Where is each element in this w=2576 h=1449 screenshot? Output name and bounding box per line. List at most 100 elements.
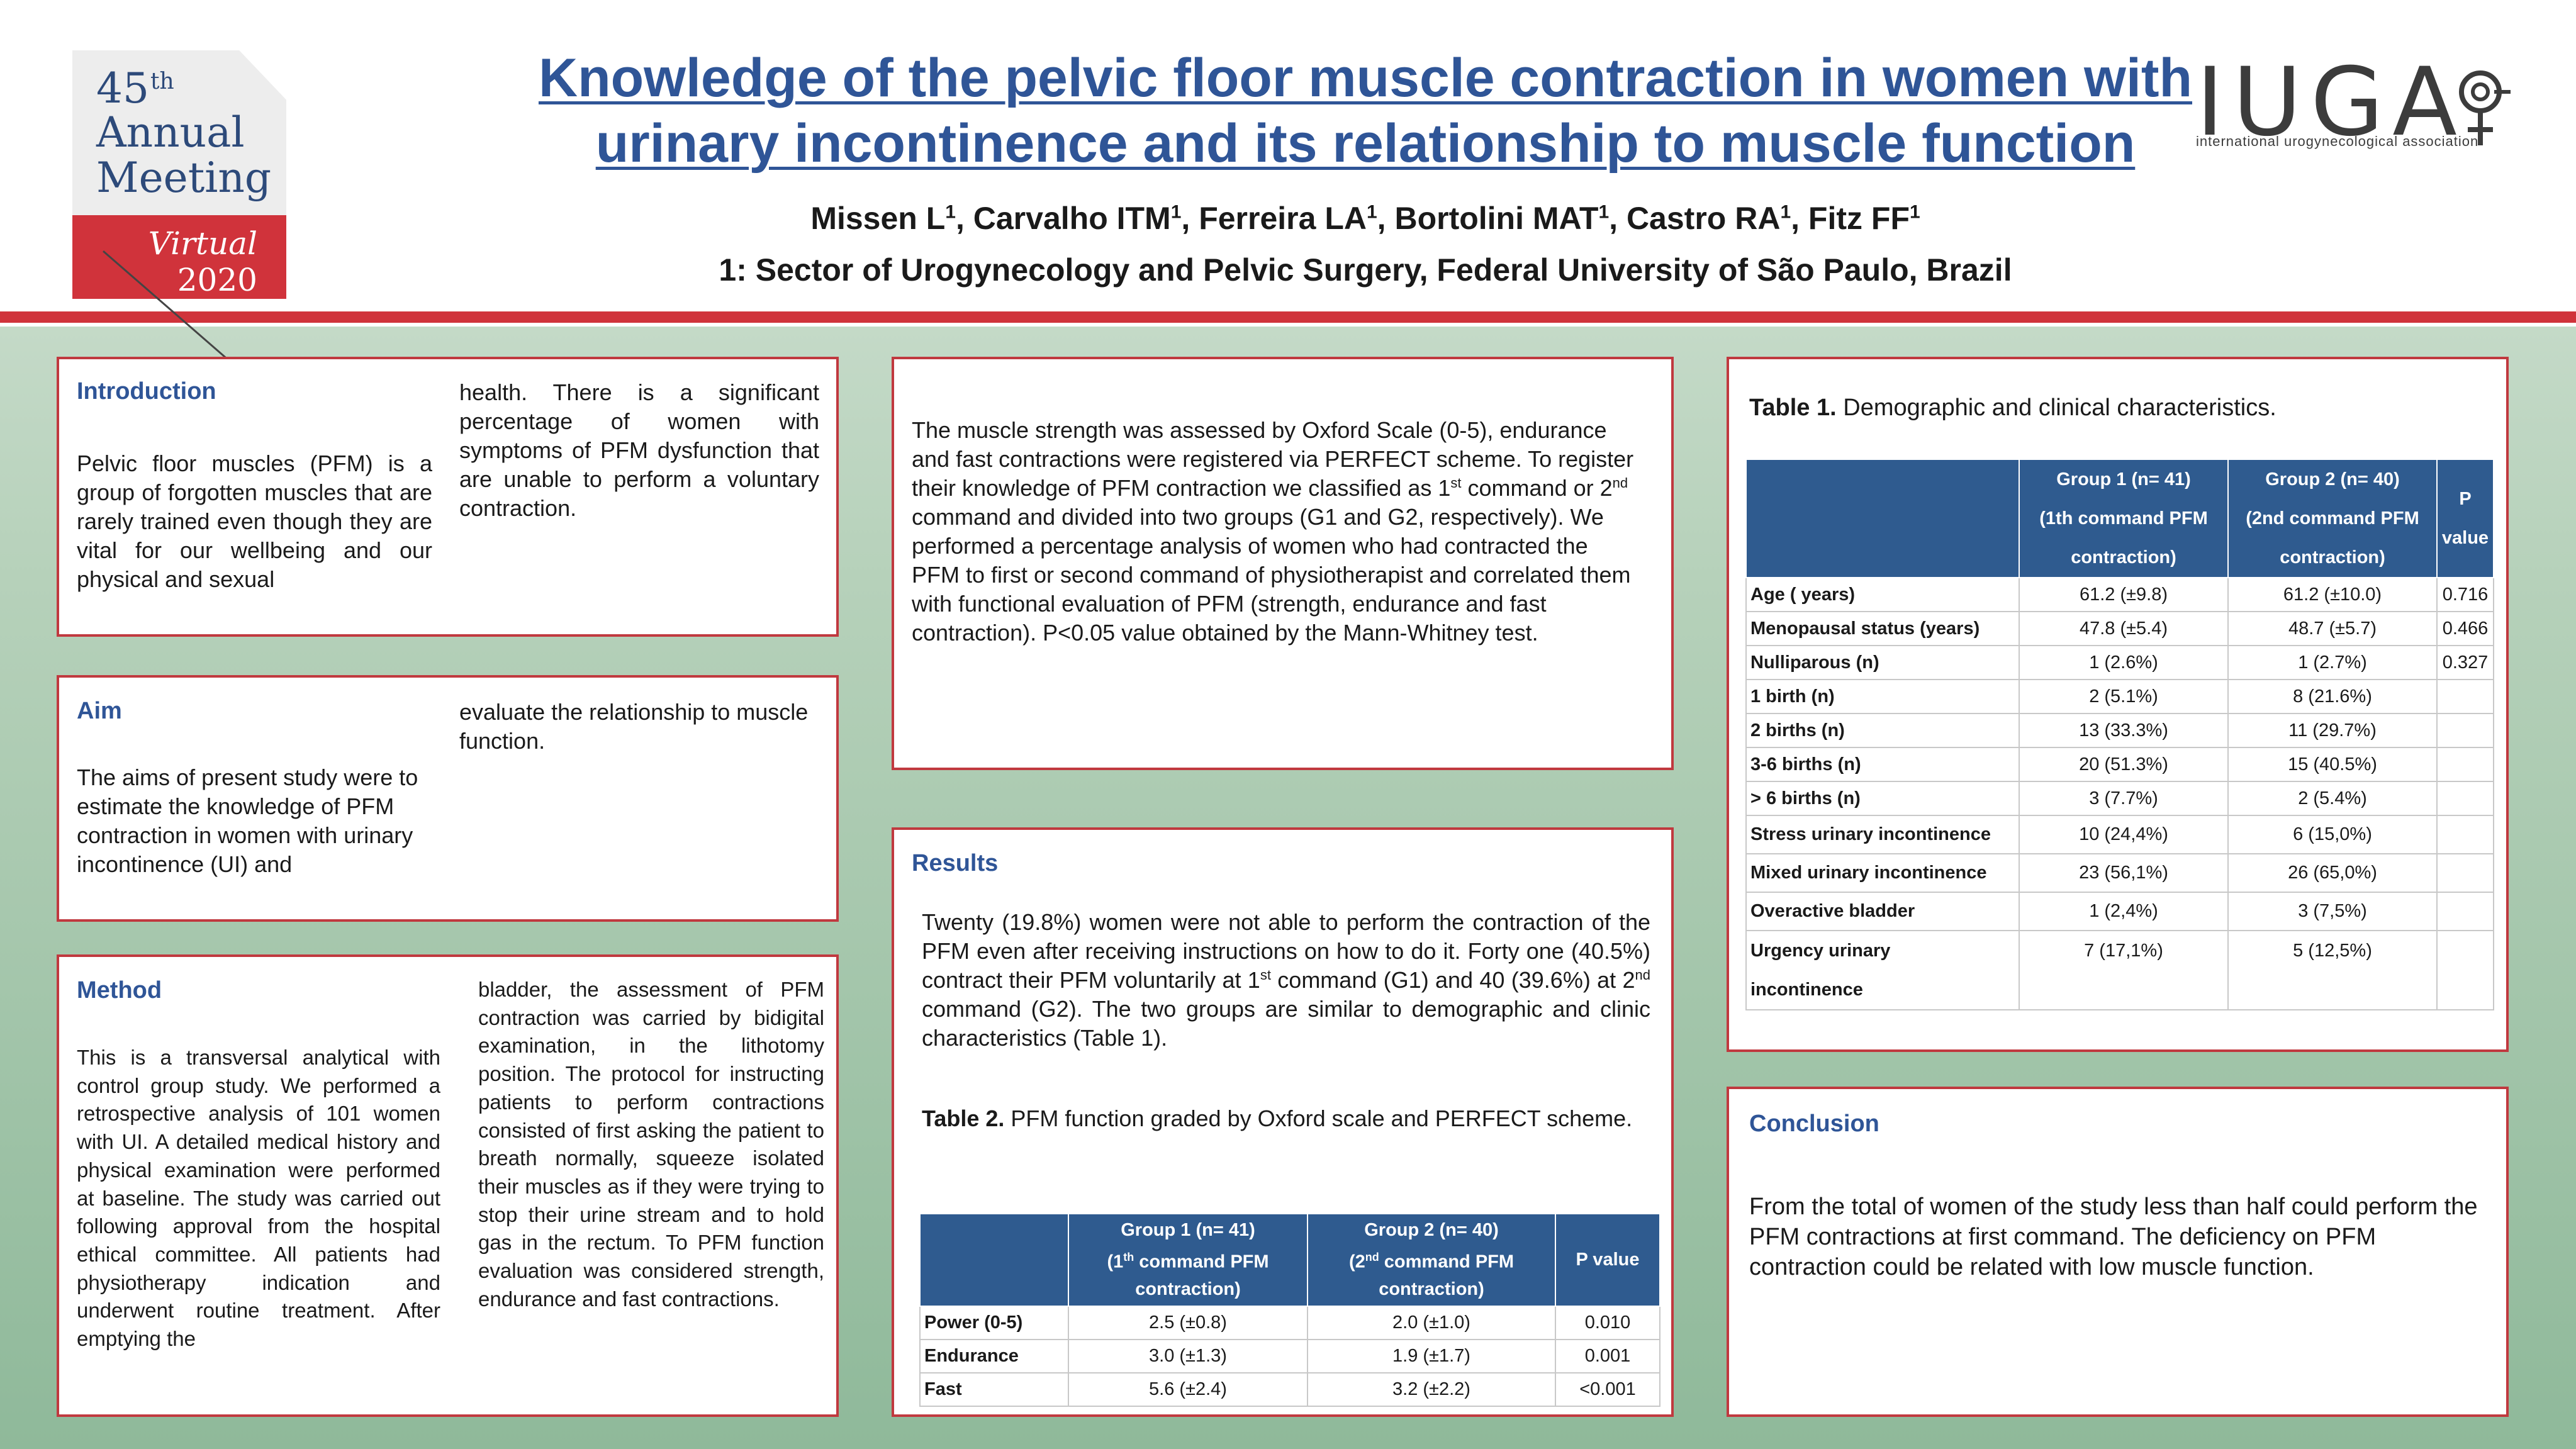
table1-header-empty	[1745, 459, 2020, 578]
method-text-right: bladder, the assessment of PFM contracti…	[478, 978, 824, 1311]
introduction-panel: Introduction Pelvic floor muscles (PFM) …	[57, 357, 839, 637]
table1-row: 2 births (n) 13 (33.3%) 11 (29.7%)	[1745, 713, 2494, 748]
results-panel: Results Twenty (19.8%) women were not ab…	[892, 827, 1674, 1417]
results-title: Results	[912, 850, 999, 876]
table2-cell-p: 0.010	[1555, 1305, 1660, 1340]
table1: Group 1 (n= 41) (1th command PFM contrac…	[1745, 459, 2494, 1010]
table1-cell-g1: 10 (24,4%)	[2019, 815, 2229, 854]
table1-cell-g2: 6 (15,0%)	[2227, 815, 2438, 854]
table2-row: Endurance 3.0 (±1.3) 1.9 (±1.7) 0.001	[919, 1338, 1660, 1373]
table2-cell-g2: 2.0 (±1.0)	[1307, 1305, 1556, 1340]
female-symbol-icon	[2459, 70, 2511, 145]
method-continued-text: The muscle strength was assessed by Oxfo…	[912, 417, 1634, 646]
poster-title: Knowledge of the pelvic floor muscle con…	[352, 45, 2378, 176]
table1-cell-label: 1 birth (n)	[1745, 679, 2020, 714]
title-line-1: Knowledge of the pelvic floor muscle con…	[538, 48, 2193, 108]
iuga-logo-subtitle: international urogynecological associati…	[2196, 133, 2479, 149]
table1-cell-p	[2436, 747, 2494, 782]
iuga-logo: IUGA international urogynecological asso…	[2196, 55, 2523, 162]
table1-cell-label: Overactive bladder	[1745, 892, 2020, 931]
author-list: Missen L1, Carvalho ITM1, Ferreira LA1, …	[810, 201, 1920, 236]
table1-cell-g2: 11 (29.7%)	[2227, 713, 2438, 748]
table2-cell-g1: 2.5 (±0.8)	[1068, 1305, 1308, 1340]
table1-panel: Table 1. Demographic and clinical charac…	[1727, 357, 2509, 1052]
author-affiliation-mark: 1	[1366, 201, 1377, 223]
table1-header-row: Group 1 (n= 41) (1th command PFM contrac…	[1745, 459, 2494, 578]
table1-header-group2: Group 2 (n= 40) (2nd command PFM contrac…	[2227, 459, 2438, 578]
table1-header-pvalue: P value	[2436, 459, 2494, 578]
conclusion-text: From the total of women of the study les…	[1749, 1194, 2478, 1280]
table1-cell-g1: 13 (33.3%)	[2019, 713, 2229, 748]
header-divider-gap	[0, 323, 2576, 327]
table1-cell-g2: 1 (2.7%)	[2227, 645, 2438, 680]
aim-text-left: The aims of present study were to estima…	[77, 764, 418, 877]
table1-cell-p: 0.466	[2436, 611, 2494, 646]
table1-cell-p	[2436, 815, 2494, 854]
table1-row: 3-6 births (n) 20 (51.3%) 15 (40.5%)	[1745, 747, 2494, 782]
table2-header-group2: Group 2 (n= 40) (2nd command PFM contrac…	[1307, 1213, 1556, 1307]
author-affiliation-mark: 1	[1598, 201, 1610, 223]
affiliation: 1: Sector of Urogynecology and Pelvic Su…	[719, 252, 2012, 288]
table1-cell-group2: 5 (12,5%)	[2227, 930, 2438, 1010]
table1-row: Mixed urinary incontinence 23 (56,1%) 26 (…	[1745, 853, 2494, 893]
table1-cell-g1: 1 (2,4%)	[2019, 892, 2229, 931]
badge-top	[72, 50, 286, 215]
table1-row: Nulliparous (n) 1 (2.6%) 1 (2.7%) 0.327	[1745, 645, 2494, 680]
author-name: Carvalho ITM	[973, 201, 1171, 236]
table1-row-urgency: Urgency urinary incontinence 7 (17,1%) 5…	[1745, 930, 2494, 1010]
method-text-left: This is a transversal analytical with co…	[77, 1046, 440, 1351]
table2-cell-label: Endurance	[919, 1338, 1069, 1373]
header-divider	[0, 311, 2576, 323]
table1-cell-p	[2436, 781, 2494, 816]
table1-caption: Table 1. Demographic and clinical charac…	[1749, 394, 2276, 421]
table1-cell-label: Menopausal status (years)	[1745, 611, 2020, 646]
table1-cell-g2: 61.2 (±10.0)	[2227, 577, 2438, 612]
iuga-logo-text: IUGA	[2196, 48, 2466, 157]
table1-cell-p	[2436, 713, 2494, 748]
table1-cell-g2: 48.7 (±5.7)	[2227, 611, 2438, 646]
method-panel: Method This is a transversal analytical …	[57, 954, 839, 1417]
table1-cell-g1: 20 (51.3%)	[2019, 747, 2229, 782]
table1-row: Age ( years) 61.2 (±9.8) 61.2 (±10.0) 0.716	[1745, 577, 2494, 612]
table1-cell-label: 2 births (n)	[1745, 713, 2020, 748]
table1-cell-g2: 8 (21.6%)	[2227, 679, 2438, 714]
author-affiliation-mark: 1	[1909, 201, 1920, 223]
table2-cell-g1: 5.6 (±2.4)	[1068, 1372, 1308, 1407]
author-name: Ferreira LA	[1199, 201, 1367, 236]
meeting-badge: 45th Annual Meeting Virtual 2020	[72, 50, 286, 359]
table2-row: Power (0-5) 2.5 (±0.8) 2.0 (±1.0) 0.010	[919, 1305, 1660, 1340]
conclusion-title: Conclusion	[1749, 1111, 1879, 1137]
poster-header	[0, 0, 2576, 315]
table1-cell-p: 0.716	[2436, 577, 2494, 612]
table1-cell-p	[2436, 679, 2494, 714]
results-text: Twenty (19.8%) women were not able to pe…	[922, 909, 1651, 1051]
badge-number: 45th	[96, 64, 174, 113]
table2-header-empty	[919, 1213, 1069, 1307]
table2-cell-p: 0.001	[1555, 1338, 1660, 1373]
table2-header-pvalue: P value	[1555, 1213, 1660, 1307]
table1-row: Overactive bladder 1 (2,4%) 3 (7,5%)	[1745, 892, 2494, 931]
table1-cell-g1: 61.2 (±9.8)	[2019, 577, 2229, 612]
table1-cell-label: 3-6 births (n)	[1745, 747, 2020, 782]
table1-cell-g1: 1 (2.6%)	[2019, 645, 2229, 680]
table2-cell-g2: 1.9 (±1.7)	[1307, 1338, 1556, 1373]
table2-cell-g2: 3.2 (±2.2)	[1307, 1372, 1556, 1407]
badge-annual: Annual	[96, 108, 245, 157]
aim-title: Aim	[77, 698, 122, 724]
table2-caption: Table 2. PFM function graded by Oxford s…	[922, 1105, 1633, 1131]
badge-virtual: Virtual	[148, 225, 257, 262]
conclusion-panel: Conclusion From the total of women of th…	[1727, 1087, 2509, 1417]
introduction-title: Introduction	[77, 378, 216, 405]
table1-row-label: Urgency urinary incontinence	[1745, 930, 2020, 1010]
table1-cell-p: 0.327	[2436, 645, 2494, 680]
author-name: Fitz FF	[1808, 201, 1910, 236]
table2-cell-label: Fast	[919, 1372, 1069, 1407]
table2: Group 1 (n= 41) (1th command PFM contrac…	[919, 1213, 1660, 1407]
author-name: Missen L	[810, 201, 946, 236]
table1-cell-label: > 6 births (n)	[1745, 781, 2020, 816]
introduction-text-left: Pelvic floor muscles (PFM) is a group of…	[77, 450, 432, 592]
table1-cell-pvalue	[2436, 930, 2494, 1010]
table1-cell-g2: 2 (5.4%)	[2227, 781, 2438, 816]
author-name: Castro RA	[1626, 201, 1781, 236]
table2-row: Fast 5.6 (±2.4) 3.2 (±2.2) <0.001	[919, 1372, 1660, 1407]
